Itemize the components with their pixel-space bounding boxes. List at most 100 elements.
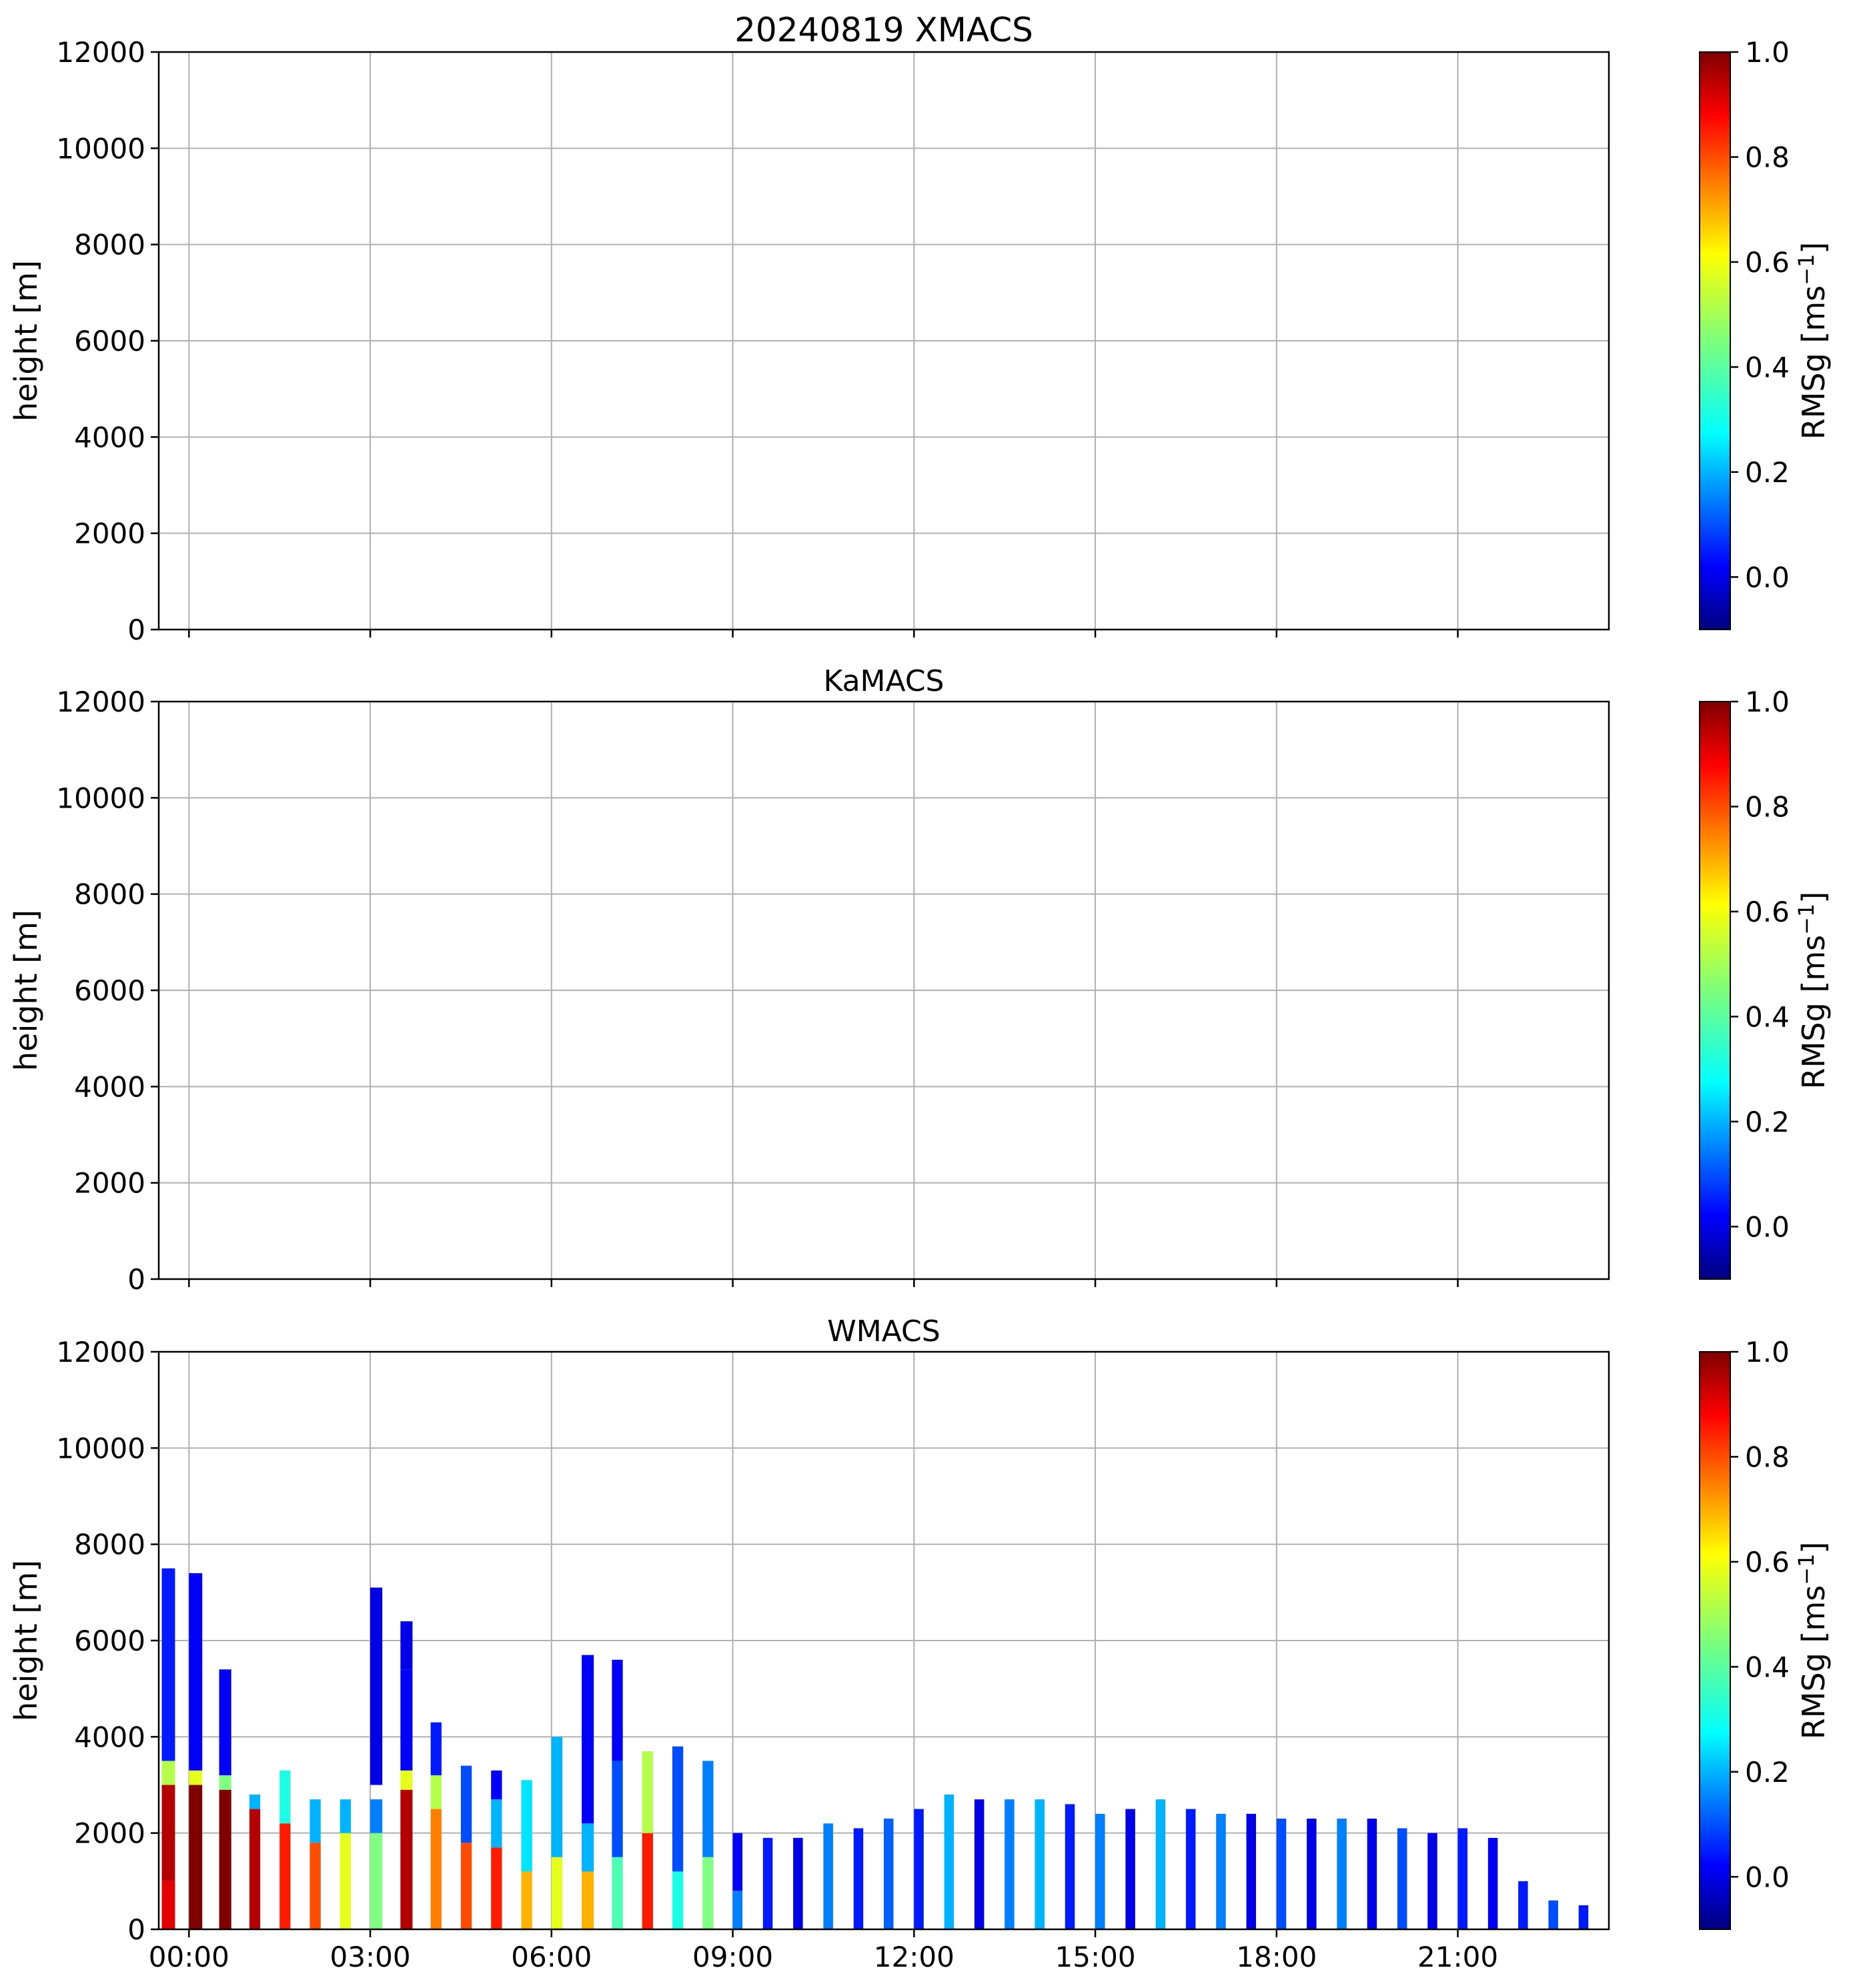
- heatmap-cell: [702, 1761, 714, 1857]
- panel-3: WMACS 0 2000 4000 6000 8000 10000 12000 height […: [8, 1314, 1832, 1973]
- heatmap-cell: [219, 1775, 231, 1790]
- colorbar-tick-label: 0.4: [1745, 1000, 1790, 1033]
- colorbar-tick-label: 0.8: [1745, 141, 1790, 173]
- y-tick-label: 4000: [74, 1070, 145, 1103]
- colorbar: 0.0 0.2 0.4 0.6 0.8 1.0 RMSg [ms−1]: [1699, 1336, 1832, 1930]
- colorbar-label: RMSg [ms−1]: [1794, 1542, 1832, 1740]
- y-tick-label: 6000: [74, 1625, 145, 1657]
- colorbar-tick-label: 0.6: [1745, 1546, 1790, 1579]
- heatmap-cell: [161, 1568, 175, 1761]
- heatmap-cell: [370, 1799, 383, 1833]
- y-tick-label: 0: [127, 1913, 145, 1946]
- y-tick-label: 10000: [56, 132, 145, 165]
- colorbar: 0.0 0.2 0.4 0.6 0.8 1.0 RMSg [ms−1]: [1699, 36, 1832, 630]
- heatmap-cell: [672, 1871, 684, 1929]
- heatmap-cell: [1518, 1881, 1528, 1929]
- x-tick-label: 21:00: [1417, 1941, 1498, 1973]
- heatmap-cell: [161, 1761, 175, 1785]
- heatmap-cell: [400, 1789, 413, 1929]
- heatmap-cell: [793, 1837, 803, 1929]
- y-axis-label: height [m]: [8, 1560, 44, 1721]
- heatmap-cell: [1337, 1819, 1347, 1929]
- y-tick-label: 12000: [56, 36, 145, 69]
- x-tick-label: 00:00: [149, 1941, 229, 1973]
- y-tick-label: 6000: [74, 974, 145, 1007]
- colorbar-tick-label: 0.4: [1745, 351, 1790, 383]
- y-tick-label: 2000: [74, 1167, 145, 1200]
- y-tick-label: 8000: [74, 229, 145, 261]
- heatmap-cell: [612, 1857, 623, 1929]
- y-tick-label: 12000: [56, 686, 145, 718]
- heatmap-cell: [884, 1819, 894, 1929]
- colorbar-tick-label: 0.0: [1745, 1210, 1790, 1243]
- heatmap-cell: [642, 1833, 653, 1929]
- heatmap-cell: [732, 1891, 743, 1929]
- x-tick-label: 09:00: [692, 1941, 773, 1973]
- heatmap-cell: [400, 1770, 413, 1790]
- panel-1: 20240819 XMACS 0 2000 4000 6000 8000 10000 1200…: [8, 11, 1832, 646]
- colorbar-tick-label: 0.4: [1745, 1651, 1790, 1683]
- colorbar-tick-label: 0.0: [1745, 1861, 1790, 1893]
- heatmap-cell: [340, 1833, 352, 1929]
- colorbar-label: RMSg [ms−1]: [1794, 892, 1832, 1090]
- panel-2: KaMACS 0 2000 4000 6000 8000 10000 12000 height …: [8, 664, 1832, 1296]
- colorbar-tick-label: 1.0: [1745, 1336, 1790, 1368]
- colorbar-tick-label: 0.8: [1745, 1440, 1790, 1473]
- heatmap-cell: [1155, 1799, 1166, 1929]
- colorbar-tick-label: 1.0: [1745, 686, 1790, 718]
- colorbar-gradient: [1699, 1351, 1731, 1930]
- heatmap-cell: [249, 1809, 261, 1929]
- panel-title: WMACS: [827, 1314, 940, 1348]
- colorbar-tick-label: 0.0: [1745, 561, 1790, 594]
- heatmap-cell: [1005, 1799, 1015, 1929]
- y-tick-label: 4000: [74, 1721, 145, 1753]
- heatmap-cell: [944, 1794, 955, 1929]
- panel-title: 20240819 XMACS: [734, 11, 1033, 49]
- y-tick-label: 8000: [74, 1529, 145, 1561]
- x-tick-label: 03:00: [330, 1941, 411, 1973]
- heatmap-cell: [219, 1669, 231, 1776]
- heatmap-cell: [1548, 1900, 1558, 1929]
- colorbar-tick-label: 0.2: [1745, 1106, 1790, 1138]
- x-tick-label: 18:00: [1236, 1941, 1317, 1973]
- heatmap-cell: [1065, 1804, 1075, 1929]
- heatmap-cell: [310, 1843, 321, 1929]
- heatmap-cell: [551, 1737, 563, 1857]
- heatmap-cell: [914, 1809, 924, 1929]
- y-tick-label: 0: [127, 1263, 145, 1296]
- panel-title: KaMACS: [824, 664, 945, 698]
- heatmap-cell: [672, 1746, 684, 1872]
- x-tick-label: 15:00: [1055, 1941, 1136, 1973]
- heatmap-cell: [521, 1871, 532, 1929]
- heatmap-cell: [370, 1833, 383, 1929]
- heatmap-cell: [823, 1823, 833, 1929]
- heatmap-cell: [1367, 1819, 1377, 1929]
- heatmap-cell: [491, 1770, 502, 1800]
- heatmap-cell: [430, 1809, 442, 1929]
- colorbar-tick-label: 0.8: [1745, 790, 1790, 823]
- x-tick-label: 12:00: [874, 1941, 955, 1973]
- heatmap-cell: [370, 1587, 383, 1785]
- heatmap-cell: [161, 1785, 175, 1881]
- heatmap-cell: [400, 1621, 413, 1670]
- heatmap-cell: [189, 1785, 203, 1929]
- colorbar-gradient: [1699, 51, 1731, 630]
- y-tick-label: 10000: [56, 782, 145, 814]
- heatmap-cell: [460, 1765, 472, 1843]
- heatmap-cell: [974, 1799, 985, 1929]
- heatmap-cell: [1276, 1819, 1287, 1929]
- heatmap-cell: [189, 1770, 203, 1785]
- y-tick-label: 2000: [74, 518, 145, 550]
- heatmap-cell: [1035, 1799, 1045, 1929]
- heatmap-cell: [1397, 1828, 1407, 1929]
- heatmap-cell: [1487, 1837, 1498, 1929]
- y-tick-label: 2000: [74, 1817, 145, 1850]
- heatmap-cell: [732, 1833, 743, 1891]
- heatmap-cell: [430, 1722, 442, 1776]
- heatmap-cell: [1216, 1813, 1226, 1929]
- heatmap-cell: [279, 1823, 291, 1929]
- heatmap-cell: [582, 1871, 594, 1929]
- colorbar-tick-label: 0.2: [1745, 456, 1790, 489]
- y-tick-label: 10000: [56, 1432, 145, 1464]
